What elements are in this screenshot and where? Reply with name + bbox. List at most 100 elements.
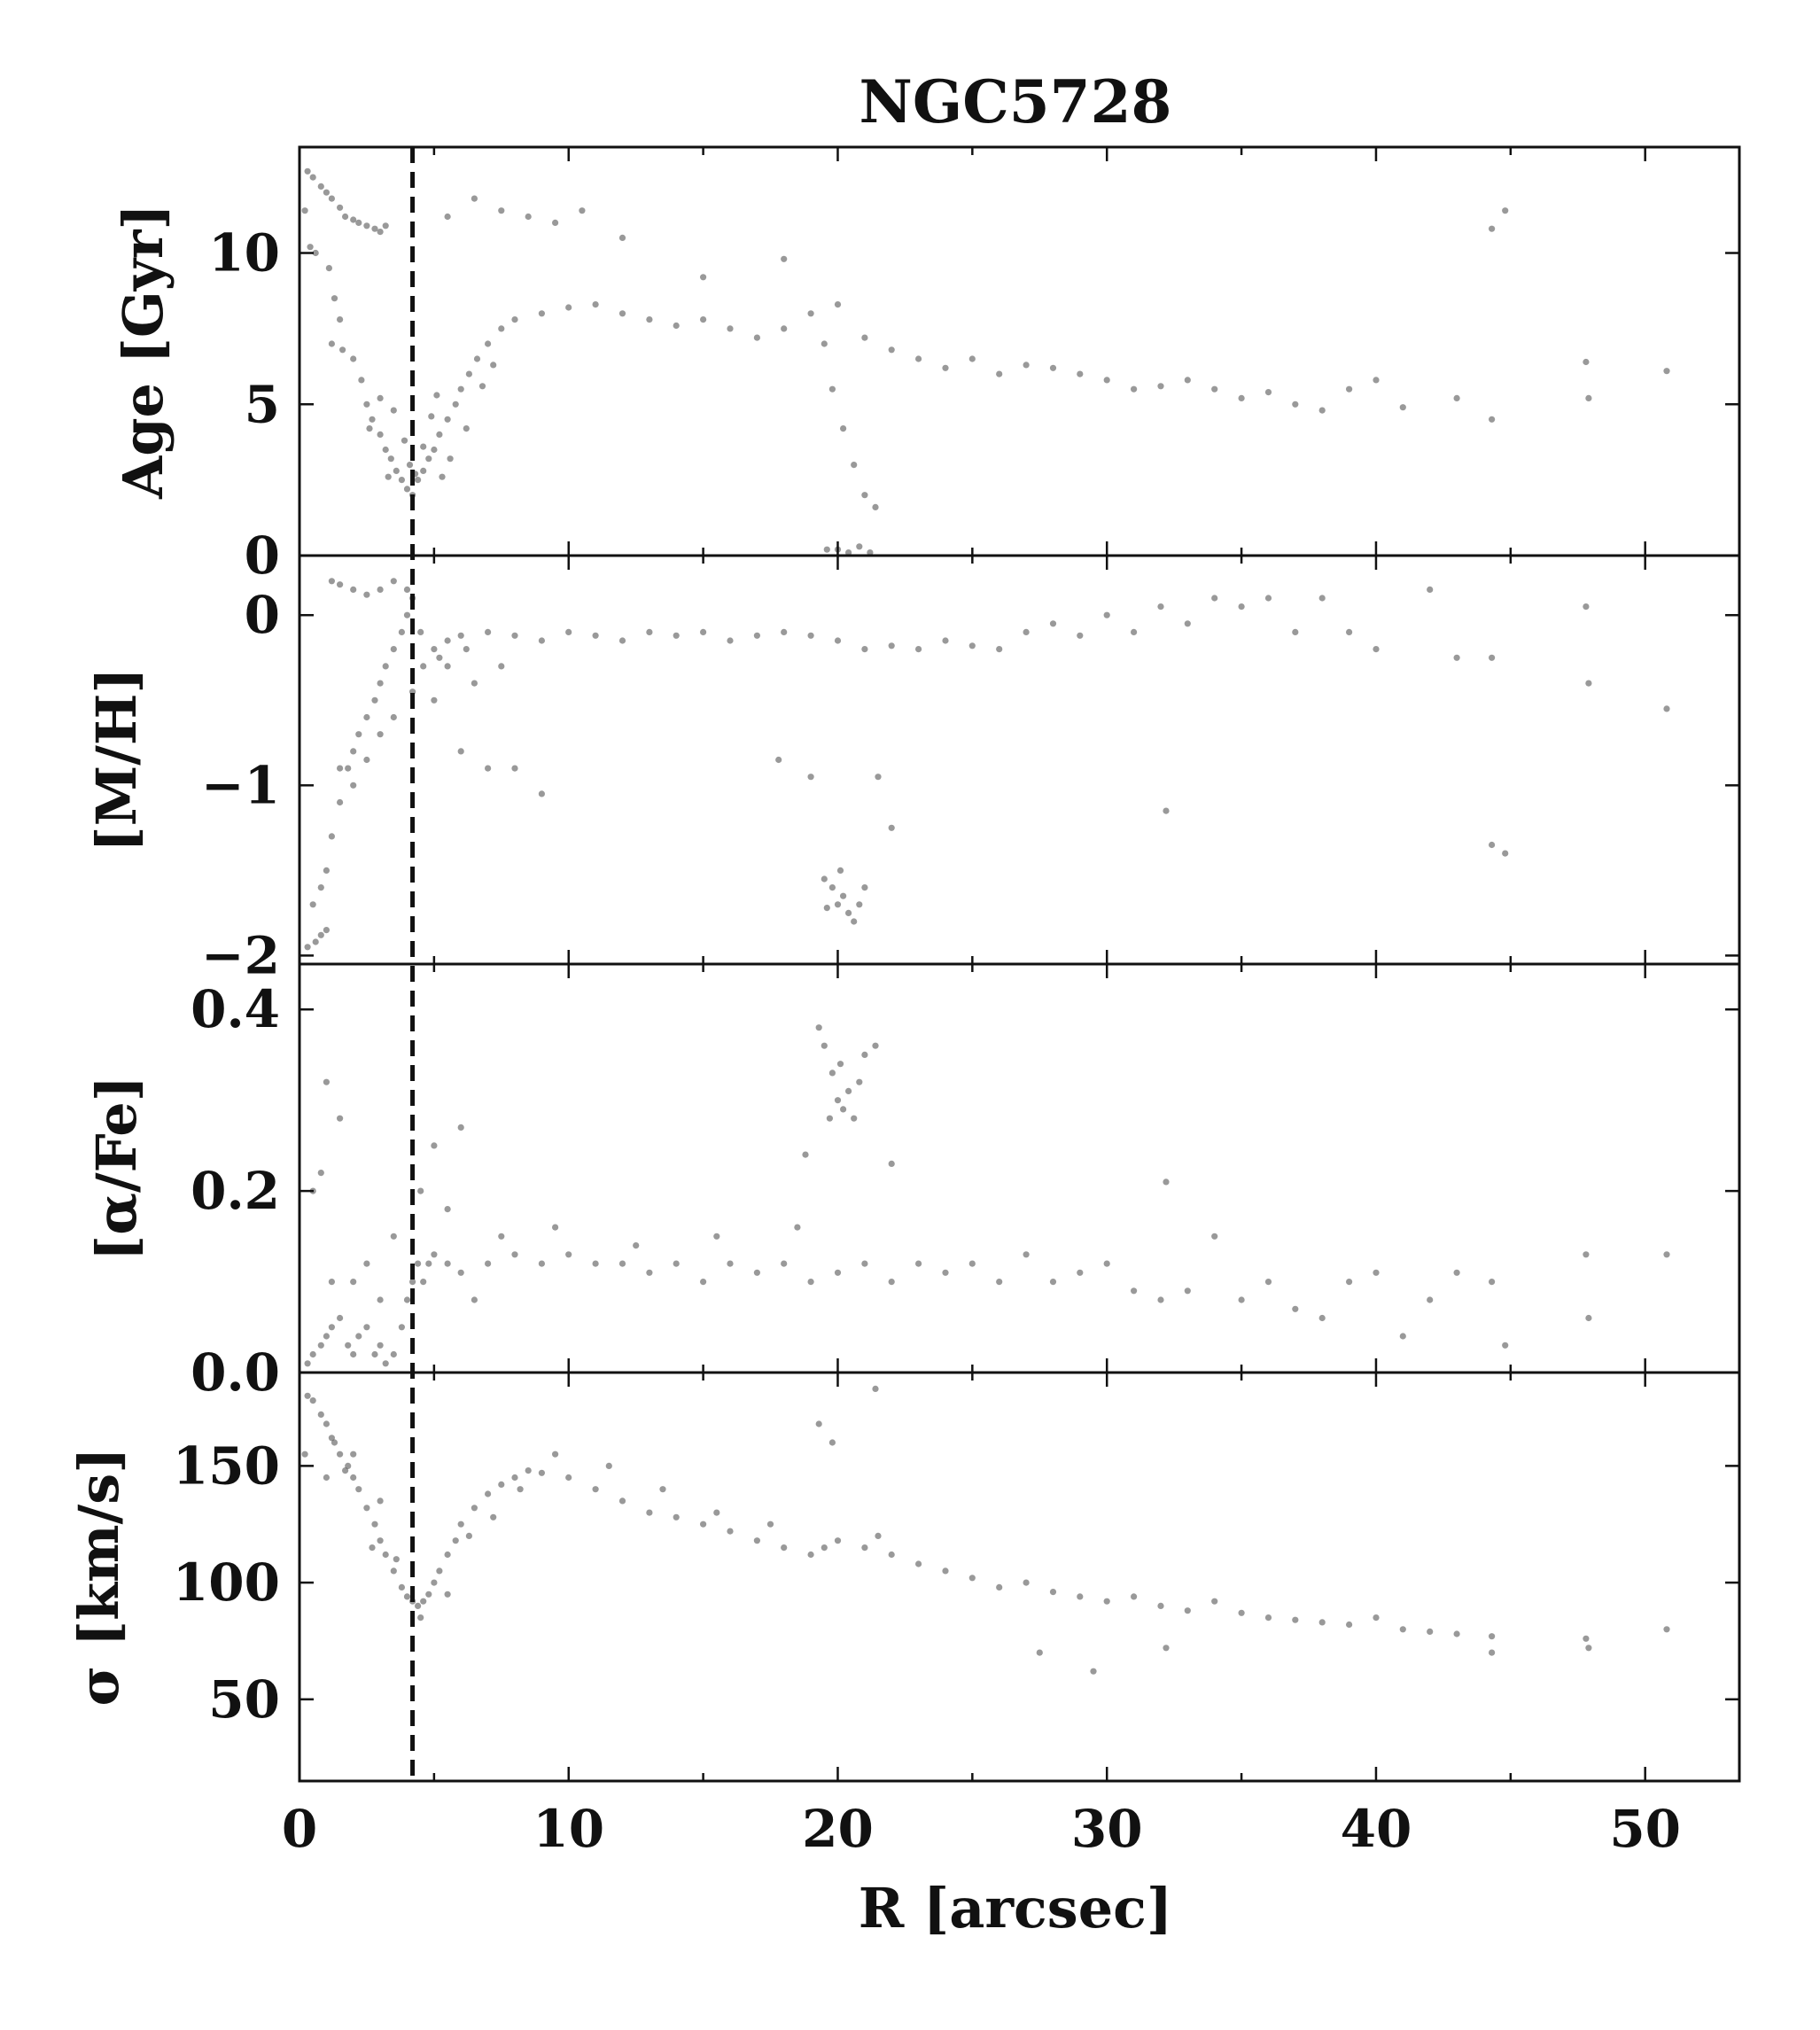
data-point-sigma-10: [371, 1521, 378, 1528]
y-tick-label-afe: 0.2: [191, 1161, 280, 1221]
data-point-sigma-77: [323, 1474, 330, 1482]
data-point-afe-72: [856, 1078, 863, 1085]
data-point-age-16: [325, 265, 332, 272]
data-point-age-48: [618, 310, 626, 317]
data-point-afe-87: [444, 1206, 451, 1213]
data-point-age-0: [304, 167, 311, 175]
data-point-age-75: [1346, 385, 1353, 393]
data-point-mh-46: [888, 642, 895, 649]
data-point-mh-38: [673, 632, 680, 639]
data-point-age-1: [309, 174, 316, 181]
data-point-sigma-91: [659, 1486, 666, 1493]
data-point-mh-65: [1427, 586, 1434, 594]
panel-frame-afe: [298, 962, 1741, 1374]
data-point-mh-69: [1502, 850, 1509, 857]
data-point-sigma-93: [766, 1521, 774, 1528]
data-point-sigma-74: [828, 1439, 836, 1446]
data-point-age-64: [1049, 364, 1057, 371]
data-point-mh-8: [337, 798, 344, 806]
data-point-age-55: [807, 310, 814, 317]
data-point-sigma-6: [345, 1462, 352, 1469]
data-point-afe-74: [872, 1042, 879, 1049]
data-point-afe-13: [390, 1350, 397, 1358]
data-point-afe-5: [337, 1314, 344, 1322]
data-point-sigma-38: [753, 1537, 761, 1544]
data-point-afe-70: [845, 1087, 852, 1094]
data-point-afe-45: [1077, 1269, 1084, 1276]
data-point-age-42: [485, 340, 492, 347]
data-point-afe-25: [538, 1260, 546, 1267]
data-point-mh-54: [1103, 611, 1110, 618]
data-point-sigma-1: [309, 1397, 316, 1404]
data-point-sigma-13: [390, 1567, 397, 1575]
data-point-sigma-72: [1163, 1645, 1170, 1652]
data-point-afe-31: [700, 1279, 707, 1286]
data-point-mh-85: [875, 774, 882, 781]
data-point-afe-59: [1453, 1269, 1460, 1276]
data-point-afe-28: [618, 1260, 626, 1267]
data-point-age-62: [996, 370, 1003, 377]
data-point-sigma-42: [861, 1544, 868, 1552]
data-point-sigma-4: [328, 1435, 335, 1442]
data-point-afe-26: [565, 1251, 572, 1258]
data-point-afe-71: [851, 1115, 858, 1122]
data-point-mh-58: [1211, 595, 1218, 602]
data-point-afe-36: [834, 1269, 842, 1276]
data-point-afe-73: [861, 1051, 868, 1058]
data-point-afe-63: [1585, 1314, 1592, 1322]
panel-frame-sigma: [298, 1371, 1741, 1783]
data-point-sigma-32: [592, 1486, 599, 1493]
data-point-age-115: [433, 392, 440, 399]
data-point-age-22: [358, 377, 365, 384]
data-point-mh-93: [444, 663, 451, 670]
data-point-age-103: [823, 546, 830, 553]
data-point-age-58: [888, 346, 895, 354]
data-point-age-24: [369, 416, 376, 423]
data-point-afe-81: [323, 1078, 330, 1085]
data-point-mh-48: [942, 637, 949, 644]
data-point-age-67: [1131, 385, 1138, 393]
data-point-sigma-92: [713, 1509, 720, 1516]
data-point-sigma-12: [382, 1551, 389, 1559]
data-point-age-85: [444, 213, 451, 221]
data-point-age-26: [382, 446, 389, 454]
data-point-mh-41: [753, 632, 761, 639]
data-point-afe-51: [1238, 1296, 1245, 1303]
data-point-mh-104: [463, 646, 470, 653]
data-point-afe-61: [1502, 1342, 1509, 1349]
data-point-mh-59: [1238, 603, 1245, 611]
data-point-age-93: [781, 255, 788, 262]
data-point-age-20: [339, 346, 346, 354]
data-point-age-77: [1399, 404, 1406, 411]
data-point-afe-47: [1131, 1287, 1138, 1295]
data-point-mh-12: [363, 713, 370, 721]
data-point-afe-57: [1399, 1333, 1406, 1340]
data-point-sigma-87: [490, 1513, 497, 1521]
data-point-sigma-8: [355, 1486, 362, 1493]
data-point-mh-55: [1131, 628, 1138, 636]
data-point-age-114: [490, 362, 497, 369]
data-point-mh-102: [420, 663, 427, 670]
y-axis-label-mh: [M/H]: [84, 667, 149, 852]
data-point-sigma-46: [968, 1575, 976, 1582]
data-point-age-39: [457, 385, 464, 393]
data-point-mh-68: [1489, 841, 1496, 849]
data-point-mh-99: [363, 756, 370, 764]
data-point-age-98: [861, 492, 868, 499]
data-point-mh-18: [403, 611, 411, 618]
data-point-age-35: [431, 446, 438, 454]
data-point-age-83: [1585, 394, 1592, 401]
data-point-mh-4: [309, 901, 316, 908]
data-point-age-27: [387, 455, 394, 463]
data-point-sigma-3: [323, 1420, 330, 1427]
data-point-age-4: [328, 195, 335, 202]
data-point-mh-83: [861, 884, 868, 891]
data-point-afe-3: [323, 1333, 330, 1340]
data-point-age-28: [393, 467, 400, 475]
data-point-sigma-22: [444, 1551, 451, 1559]
data-point-mh-64: [1373, 646, 1380, 653]
data-point-sigma-54: [1184, 1607, 1191, 1614]
y-tick-label-age: 5: [245, 374, 280, 434]
data-point-mh-62: [1318, 595, 1326, 602]
data-point-age-61: [968, 355, 976, 362]
